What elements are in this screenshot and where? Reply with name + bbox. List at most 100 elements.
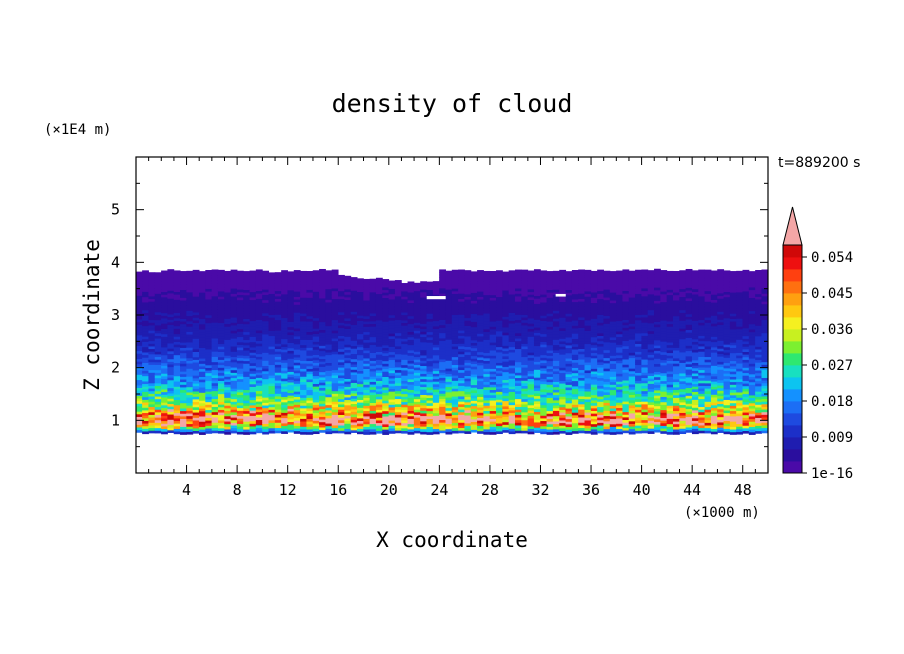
density-cell <box>161 291 168 295</box>
density-cell <box>274 385 282 389</box>
density-cell <box>312 330 320 334</box>
density-cell <box>597 338 604 342</box>
density-cell <box>641 287 649 292</box>
density-cell <box>559 338 567 342</box>
density-cell <box>394 377 402 381</box>
density-cell <box>293 359 301 363</box>
density-cell <box>312 422 320 427</box>
density-cell <box>357 302 364 306</box>
density-cell <box>312 365 320 369</box>
density-cell <box>559 396 567 400</box>
density-cell <box>236 397 244 401</box>
density-cell <box>186 384 194 388</box>
density-cell <box>167 303 175 307</box>
density-cell <box>293 351 301 355</box>
density-cell <box>192 398 200 403</box>
density-cell <box>597 361 604 365</box>
density-cell <box>527 286 535 290</box>
density-cell <box>363 365 371 369</box>
density-cell <box>527 281 535 285</box>
density-cell <box>255 272 263 276</box>
density-cell <box>148 306 156 310</box>
density-cell <box>590 334 598 338</box>
density-cell <box>300 302 307 306</box>
density-cell <box>590 273 598 277</box>
density-cell <box>622 345 630 349</box>
density-cell <box>236 347 244 351</box>
density-cell <box>142 378 149 382</box>
density-cell <box>199 355 206 359</box>
density-cell <box>413 364 421 368</box>
density-cell <box>407 342 415 346</box>
density-cell <box>477 328 484 332</box>
density-cell <box>571 283 579 287</box>
density-cell <box>603 378 611 382</box>
density-cell <box>262 412 270 417</box>
density-cell <box>236 283 244 288</box>
density-cell <box>136 408 143 412</box>
density-cell <box>552 278 560 282</box>
density-cell <box>331 411 339 415</box>
density-cell <box>622 327 630 331</box>
density-cell <box>344 328 352 332</box>
density-cell <box>338 393 345 397</box>
density-cell <box>249 391 257 395</box>
density-cell <box>306 302 314 306</box>
density-cell <box>268 425 276 429</box>
density-cell <box>420 291 428 295</box>
density-cell <box>154 377 162 381</box>
density-cell <box>268 369 276 373</box>
density-cell <box>180 310 187 314</box>
density-cell <box>622 287 630 291</box>
density-cell <box>584 398 592 403</box>
density-cell <box>217 354 225 358</box>
density-cell <box>199 308 206 312</box>
density-cell <box>420 357 428 361</box>
density-cell <box>641 335 649 339</box>
density-cell <box>281 275 288 279</box>
density-cell <box>344 373 352 377</box>
density-cell <box>394 282 402 286</box>
density-cell <box>180 342 187 346</box>
density-cell <box>458 414 465 418</box>
density-cell <box>142 270 149 274</box>
density-cell <box>199 318 206 322</box>
density-cell <box>161 389 168 393</box>
density-cell <box>287 379 295 383</box>
density-cell <box>319 424 326 428</box>
density-cell <box>508 415 516 419</box>
density-cell <box>300 363 307 367</box>
density-cell <box>186 391 194 396</box>
density-cell <box>192 335 200 339</box>
density-cell <box>439 306 446 310</box>
density-cell <box>287 281 295 286</box>
density-cell <box>357 420 364 424</box>
density-cell <box>173 431 181 435</box>
density-cell <box>363 315 371 319</box>
density-cell <box>268 356 276 360</box>
density-cell <box>293 380 301 384</box>
density-cell <box>255 279 263 284</box>
density-cell <box>167 356 175 360</box>
density-cell <box>167 332 175 336</box>
density-cell <box>148 343 156 347</box>
density-cell <box>578 359 586 363</box>
density-cell <box>603 341 611 345</box>
density-cell <box>192 393 200 397</box>
density-cell <box>375 306 383 310</box>
density-cell <box>635 285 642 289</box>
density-cell <box>281 417 288 421</box>
density-cell <box>451 359 459 363</box>
density-cell <box>439 424 446 428</box>
density-cell <box>502 353 510 357</box>
density-cell <box>413 288 421 292</box>
density-cell <box>243 326 251 330</box>
density-cell <box>154 322 162 326</box>
density-cell <box>502 287 510 291</box>
density-cell <box>515 319 522 323</box>
density-cell <box>426 281 434 285</box>
density-cell <box>521 335 529 339</box>
density-cell <box>413 295 421 300</box>
density-cell <box>217 277 225 281</box>
density-cell <box>622 382 630 386</box>
